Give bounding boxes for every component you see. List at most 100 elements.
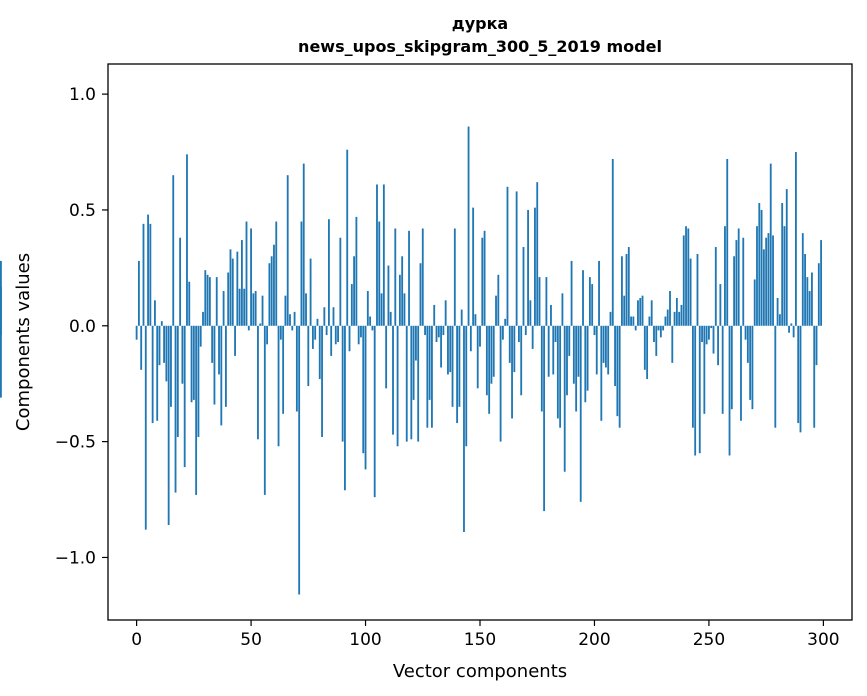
bar-294 bbox=[808, 291, 811, 326]
bar-45 bbox=[238, 288, 241, 326]
bar-28 bbox=[199, 325, 202, 347]
bar-12 bbox=[163, 325, 165, 363]
bar-164 bbox=[511, 325, 513, 419]
bar-266 bbox=[744, 325, 747, 340]
bar-42 bbox=[231, 258, 234, 326]
bar-203 bbox=[600, 325, 603, 421]
bar-140 bbox=[456, 325, 459, 424]
bar-66 bbox=[286, 175, 289, 326]
bar-74 bbox=[305, 293, 307, 326]
bar-143 bbox=[463, 325, 465, 532]
bar-181 bbox=[550, 304, 552, 326]
bar-233 bbox=[669, 291, 671, 326]
x-axis-ticks: 0 50 100 150 200 250 300 bbox=[131, 620, 840, 650]
bar-276 bbox=[767, 233, 770, 326]
bar-31 bbox=[206, 274, 209, 326]
bar-229 bbox=[659, 325, 662, 338]
bar-75 bbox=[307, 325, 310, 387]
bar-227 bbox=[655, 325, 658, 356]
bar-159 bbox=[499, 325, 502, 442]
bar-48 bbox=[245, 221, 248, 326]
bar-281 bbox=[778, 314, 781, 326]
bar-69 bbox=[293, 311, 296, 326]
bar-90 bbox=[341, 325, 344, 442]
bar-183 bbox=[554, 325, 557, 342]
bar-29 bbox=[202, 311, 204, 326]
bar-170 bbox=[524, 325, 527, 336]
bar-14 bbox=[167, 325, 170, 526]
bar-146 bbox=[469, 325, 472, 352]
bar-196 bbox=[584, 325, 587, 403]
bar-151 bbox=[481, 237, 484, 326]
bar-27 bbox=[197, 325, 200, 437]
bar-85 bbox=[330, 325, 333, 356]
bar-153 bbox=[485, 325, 488, 396]
bar-120 bbox=[410, 325, 413, 440]
bar-68 bbox=[291, 325, 294, 331]
bar-234 bbox=[671, 325, 674, 363]
bar-37 bbox=[220, 325, 223, 426]
bar-71 bbox=[298, 325, 301, 595]
bar-293 bbox=[806, 277, 809, 326]
bar-178 bbox=[543, 325, 546, 512]
bar-111 bbox=[389, 311, 392, 326]
bar-247 bbox=[701, 325, 703, 342]
bar-15 bbox=[170, 325, 172, 407]
bar-264 bbox=[740, 325, 742, 421]
bar-80 bbox=[318, 325, 321, 380]
bar-175 bbox=[536, 182, 539, 326]
bar-222 bbox=[643, 325, 646, 370]
bar-undefined bbox=[0, 325, 2, 398]
bar-160 bbox=[501, 325, 504, 340]
bar-136 bbox=[447, 325, 449, 375]
bar-26 bbox=[195, 325, 198, 495]
bar-237 bbox=[678, 311, 681, 326]
bar-191 bbox=[572, 325, 575, 384]
bar-5 bbox=[147, 214, 149, 326]
bar-41 bbox=[229, 249, 232, 326]
bar-67 bbox=[289, 314, 291, 326]
bar-255 bbox=[719, 284, 722, 326]
bar-275 bbox=[765, 237, 768, 326]
bar-59 bbox=[270, 256, 273, 326]
bar-173 bbox=[531, 325, 534, 349]
bar-115 bbox=[398, 274, 401, 326]
y-tick-label: −1.0 bbox=[55, 548, 96, 568]
bar-102 bbox=[369, 316, 372, 326]
bar-106 bbox=[378, 221, 381, 326]
bar-135 bbox=[444, 300, 447, 326]
bar-245 bbox=[696, 253, 699, 326]
bar-277 bbox=[769, 163, 772, 326]
bar-118 bbox=[405, 325, 408, 442]
bar-149 bbox=[476, 325, 479, 389]
bar-21 bbox=[183, 325, 186, 468]
bar-265 bbox=[742, 237, 745, 326]
bar-243 bbox=[691, 325, 694, 428]
bar-197 bbox=[586, 325, 589, 391]
bar-152 bbox=[483, 230, 486, 326]
bar-93 bbox=[348, 325, 351, 352]
bar-148 bbox=[474, 314, 477, 326]
chart-title: дурка bbox=[452, 14, 508, 33]
bar-88 bbox=[337, 325, 339, 342]
bar-10 bbox=[158, 325, 161, 366]
bar-167 bbox=[518, 325, 520, 342]
x-tick-label: 50 bbox=[240, 630, 262, 650]
bar-62 bbox=[277, 325, 280, 447]
bar-221 bbox=[641, 295, 644, 326]
bar-79 bbox=[316, 318, 319, 326]
bar-94 bbox=[350, 284, 353, 326]
bar-16 bbox=[172, 175, 175, 326]
bar-127 bbox=[426, 325, 429, 428]
bar-220 bbox=[639, 297, 642, 326]
bar-251 bbox=[710, 325, 713, 329]
bar-57 bbox=[266, 325, 269, 345]
bar-55 bbox=[261, 295, 264, 326]
bar-186 bbox=[561, 293, 564, 326]
bar-289 bbox=[797, 325, 800, 424]
bar-199 bbox=[591, 284, 594, 326]
bar-286 bbox=[790, 323, 793, 326]
bar-155 bbox=[490, 325, 493, 384]
